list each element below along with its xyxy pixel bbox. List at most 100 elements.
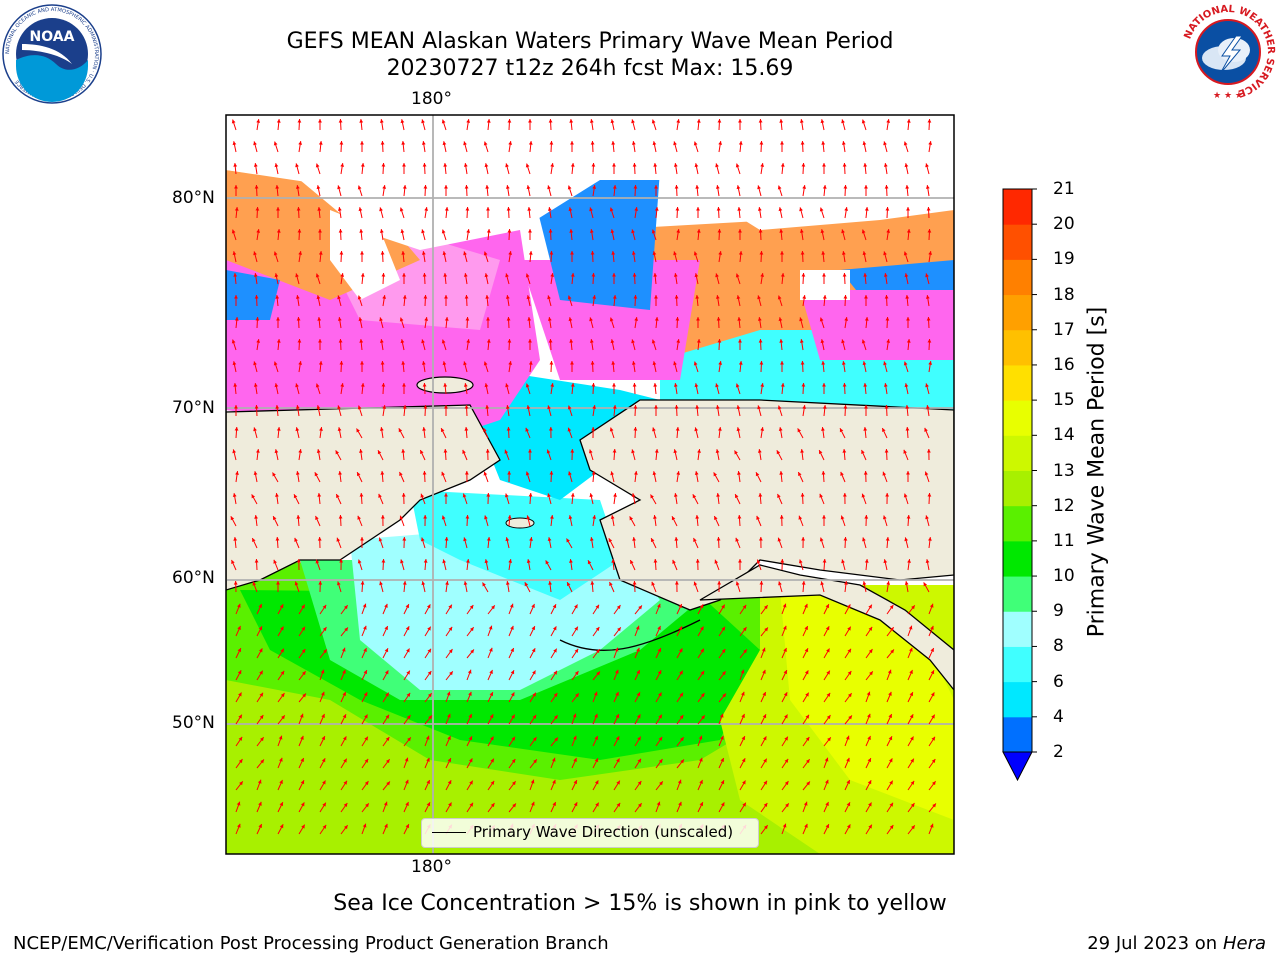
- wave-direction-arrow: [862, 581, 867, 593]
- wave-direction-arrow: [380, 470, 385, 483]
- wave-direction-arrow: [844, 626, 852, 637]
- wave-direction-arrow: [339, 250, 344, 263]
- wave-direction-arrow: [758, 228, 763, 241]
- wave-direction-arrow-head: [317, 493, 322, 497]
- wave-direction-arrow: [693, 581, 699, 593]
- wave-direction-arrow-head: [679, 737, 684, 742]
- wave-direction-arrow-head: [800, 493, 805, 497]
- wave-direction-arrow-head: [910, 758, 914, 763]
- wave-direction-arrow-head: [320, 669, 325, 674]
- wave-direction-arrow: [421, 339, 426, 351]
- wave-direction-arrow-head: [700, 670, 705, 675]
- wave-direction-arrow-head: [441, 471, 445, 476]
- wave-direction-arrow-head: [594, 780, 599, 785]
- wave-direction-arrow: [255, 206, 260, 219]
- wave-direction-arrow: [314, 472, 321, 483]
- wave-direction-arrow-head: [720, 735, 724, 740]
- wave-direction-arrow: [403, 801, 409, 813]
- wave-direction-arrow: [274, 163, 279, 175]
- wave-direction-arrow-head: [846, 802, 851, 807]
- wave-direction-arrow-head: [737, 471, 741, 475]
- wave-direction-arrow: [718, 757, 725, 769]
- wave-direction-arrow-head: [448, 604, 452, 609]
- wave-direction-arrow-head: [658, 692, 662, 697]
- wave-direction-arrow-head: [364, 781, 369, 786]
- wave-direction-arrow-head: [301, 604, 305, 609]
- wave-direction-arrow: [862, 361, 867, 373]
- wave-direction-arrow: [296, 206, 301, 219]
- wave-direction-arrow-head: [482, 582, 486, 587]
- wave-direction-arrow-head: [779, 229, 784, 233]
- wave-direction-arrow-head: [380, 251, 385, 255]
- wave-direction-arrow: [633, 294, 638, 307]
- wave-direction-arrow-head: [529, 537, 533, 541]
- wave-direction-arrow-head: [654, 207, 659, 211]
- wave-direction-arrow: [526, 515, 531, 527]
- wave-direction-arrow-head: [780, 383, 785, 387]
- wave-direction-arrow-head: [882, 471, 887, 476]
- wave-direction-arrow-head: [280, 670, 285, 675]
- wave-direction-arrow: [718, 802, 725, 813]
- wave-direction-arrow: [525, 427, 531, 439]
- wave-direction-arrow-head: [634, 207, 639, 211]
- wave-direction-arrow-head: [276, 229, 281, 233]
- wave-direction-arrow-head: [844, 581, 848, 585]
- wave-direction-arrow-head: [756, 515, 760, 520]
- wave-direction-arrow: [361, 714, 368, 725]
- wave-direction-arrow: [883, 273, 888, 285]
- wave-direction-arrow: [319, 427, 323, 439]
- wave-direction-arrow: [907, 559, 911, 571]
- wave-direction-arrow-head: [407, 737, 411, 742]
- land-chukotka: [226, 404, 501, 591]
- wave-direction-arrow-head: [362, 603, 367, 608]
- wave-direction-arrow: [634, 471, 638, 483]
- wave-direction-arrow: [844, 801, 851, 813]
- wave-direction-arrow-head: [359, 493, 364, 497]
- wave-direction-arrow: [777, 295, 783, 307]
- wave-direction-arrow-head: [257, 779, 262, 784]
- wave-direction-arrow: [382, 758, 391, 769]
- wave-direction-arrow: [613, 604, 621, 615]
- wave-direction-arrow: [653, 383, 658, 395]
- wave-direction-arrow-head: [718, 141, 723, 145]
- wave-direction-arrow: [780, 361, 784, 372]
- wave-direction-arrow: [402, 581, 407, 593]
- wave-direction-arrow-head: [254, 515, 258, 519]
- wave-direction-arrow: [736, 427, 741, 439]
- wave-direction-arrow: [674, 536, 679, 549]
- wave-direction-arrow-head: [490, 803, 495, 808]
- wave-direction-arrow: [485, 295, 490, 307]
- wave-direction-arrow-head: [616, 758, 620, 763]
- wave-direction-arrow-head: [909, 647, 913, 652]
- wave-direction-arrow-head: [295, 185, 300, 189]
- wave-direction-arrow-head: [547, 185, 551, 190]
- wave-direction-arrow: [256, 801, 262, 813]
- wave-direction-arrow-head: [721, 671, 726, 676]
- wave-direction-arrow-head: [444, 295, 448, 299]
- wave-direction-arrow-head: [801, 383, 806, 387]
- wave-direction-arrow-head: [779, 339, 784, 343]
- wave-direction-arrow: [843, 404, 848, 417]
- wave-direction-arrow-head: [654, 185, 658, 189]
- wave-direction-arrow: [907, 669, 913, 681]
- wave-direction-arrow: [442, 361, 447, 373]
- wave-direction-arrow: [844, 648, 852, 659]
- wave-direction-arrow-head: [674, 581, 679, 585]
- wave-direction-arrow-head: [444, 405, 448, 409]
- wave-direction-arrow-head: [868, 649, 873, 654]
- wave-direction-arrow-head: [552, 802, 556, 807]
- wave-direction-arrow-head: [629, 516, 634, 521]
- wave-direction-arrow: [546, 449, 552, 461]
- wave-direction-arrow: [823, 801, 829, 813]
- wave-direction-arrow-head: [821, 251, 826, 255]
- wave-direction-arrow: [631, 449, 636, 461]
- wave-direction-arrow: [361, 669, 368, 681]
- wave-direction-arrow: [486, 207, 490, 218]
- wave-direction-arrow: [256, 339, 261, 351]
- wave-direction-arrow-head: [803, 801, 808, 806]
- wave-direction-arrow-head: [440, 428, 445, 433]
- wave-direction-arrow-head: [785, 803, 789, 808]
- wave-direction-arrow-head: [468, 736, 473, 741]
- wave-direction-arrow: [505, 273, 510, 285]
- ice-region-blue-north: [530, 170, 660, 310]
